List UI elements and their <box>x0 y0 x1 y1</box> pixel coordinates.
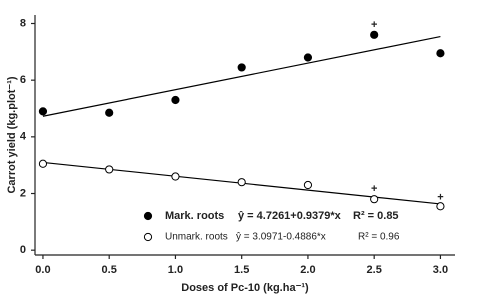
x-tick-label: 0.0 <box>35 264 50 276</box>
point <box>436 49 445 58</box>
point <box>38 159 48 168</box>
point <box>171 172 180 181</box>
annotation: + <box>371 19 377 31</box>
point <box>105 108 114 117</box>
point <box>303 53 313 62</box>
annotation: + <box>371 183 377 195</box>
legend-r2: R² = 0.85 <box>353 210 399 222</box>
legend-equation: ŷ = 3.0971-0.4886*x <box>236 232 326 243</box>
point <box>237 178 246 187</box>
annotation: + <box>437 192 443 204</box>
y-tick-label: 4 <box>20 131 27 143</box>
y-tick-label: 2 <box>20 187 26 199</box>
x-axis-label: Doses of Pc-10 (kg.ha⁻¹) <box>181 282 309 294</box>
point <box>171 95 180 105</box>
legend-equation: ŷ = 4.7261+0.9379*x <box>238 210 342 222</box>
y-tick-label: 6 <box>20 74 26 86</box>
fit-line <box>42 35 441 117</box>
point <box>370 195 379 204</box>
x-tick-label: 2.0 <box>300 264 315 276</box>
point <box>436 202 445 211</box>
y-tick-label: 8 <box>20 17 26 29</box>
point <box>370 30 379 39</box>
legend-marker <box>143 211 153 221</box>
legend-marker <box>143 232 153 242</box>
point <box>38 107 48 116</box>
point <box>303 180 313 190</box>
x-tick-label: 0.5 <box>102 264 117 276</box>
x-tick-label: 2.5 <box>367 264 382 276</box>
legend-label: Mark. roots <box>165 210 224 222</box>
point <box>237 63 246 72</box>
legend-r2: R² = 0.96 <box>358 232 400 243</box>
x-tick-label: 1.5 <box>234 264 249 276</box>
y-tick-label: 0 <box>20 244 26 256</box>
point <box>105 165 114 174</box>
x-tick-label: 3.0 <box>433 264 448 276</box>
y-axis-label: Carrot yield (kg.plot⁻¹) <box>6 76 18 193</box>
x-tick-label: 1.0 <box>168 264 183 276</box>
legend-label: Unmark. roots <box>165 232 228 243</box>
